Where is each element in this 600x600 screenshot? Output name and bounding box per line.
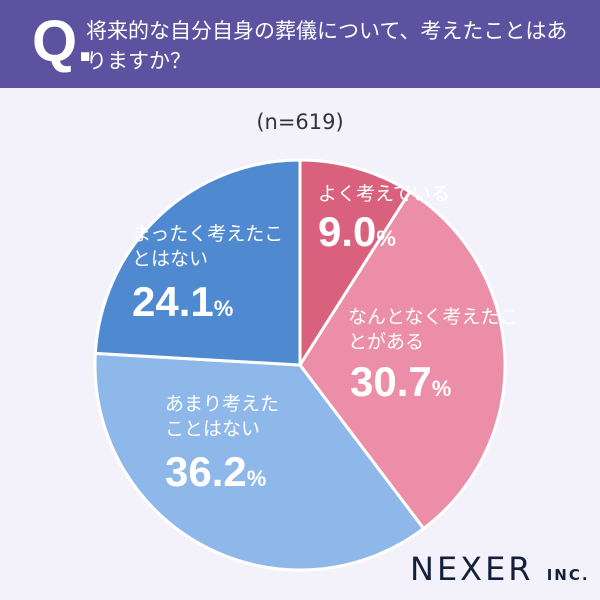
pie-slice-3	[93, 158, 302, 367]
pie-slice-1	[298, 189, 507, 531]
question-text: 将来的な自分自身の葬儀について、考えたことはありますか？	[86, 19, 568, 73]
slice-label-0: よく考えている	[318, 183, 451, 205]
slice-value-2: 36.2%	[165, 448, 267, 495]
question-header: Q. 将来的な自分自身の葬儀について、考えたことはありますか？	[0, 0, 600, 88]
slice-label-3: まったく考えたことはない	[132, 223, 284, 270]
slice-value-0: 9.0%	[318, 208, 396, 255]
nexer-logo: NEXER INC.	[410, 550, 590, 588]
slice-value-3: 24.1%	[132, 278, 234, 325]
slice-label-2: あまり考えたことはない	[165, 393, 280, 440]
q-mark: Q.	[32, 9, 94, 74]
pie-slice-2	[93, 351, 426, 572]
pie-slice-0	[298, 158, 412, 371]
slice-value-1: 30.7%	[350, 358, 452, 405]
sample-size: (n=619)	[256, 110, 344, 134]
slice-label-1: なんとなく考えたことがある	[348, 306, 519, 353]
